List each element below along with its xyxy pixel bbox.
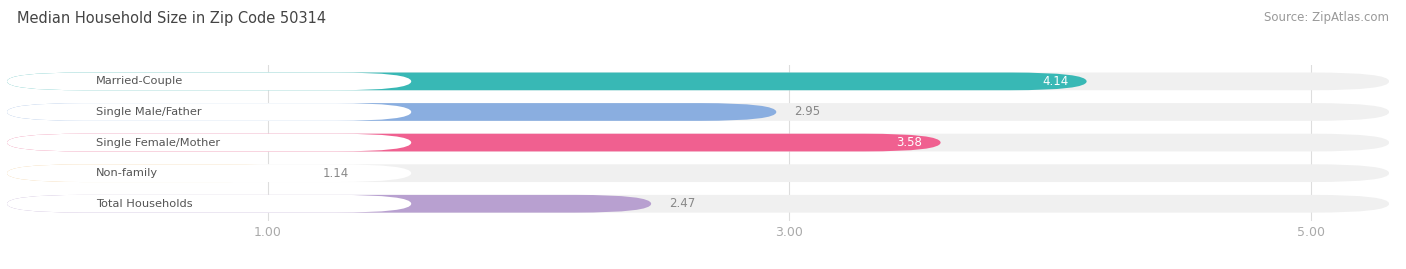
FancyBboxPatch shape [7,103,1389,121]
FancyBboxPatch shape [7,164,411,182]
FancyBboxPatch shape [7,164,304,182]
Text: Total Households: Total Households [96,199,193,209]
FancyBboxPatch shape [7,195,651,213]
FancyBboxPatch shape [7,195,411,213]
Text: Source: ZipAtlas.com: Source: ZipAtlas.com [1264,11,1389,24]
Text: Single Male/Father: Single Male/Father [96,107,201,117]
FancyBboxPatch shape [7,103,776,121]
FancyBboxPatch shape [7,103,411,121]
Text: Single Female/Mother: Single Female/Mother [96,137,219,148]
Text: 2.47: 2.47 [669,197,696,210]
FancyBboxPatch shape [7,134,1389,151]
Text: Median Household Size in Zip Code 50314: Median Household Size in Zip Code 50314 [17,11,326,26]
Text: 3.58: 3.58 [897,136,922,149]
Text: 1.14: 1.14 [322,167,349,180]
FancyBboxPatch shape [7,73,1389,90]
Text: 2.95: 2.95 [794,105,821,118]
FancyBboxPatch shape [7,73,411,90]
Text: Non-family: Non-family [96,168,157,178]
FancyBboxPatch shape [7,134,411,151]
Text: 4.14: 4.14 [1042,75,1069,88]
FancyBboxPatch shape [7,195,1389,213]
FancyBboxPatch shape [7,73,1087,90]
FancyBboxPatch shape [7,134,941,151]
Text: Married-Couple: Married-Couple [96,76,183,86]
FancyBboxPatch shape [7,164,1389,182]
